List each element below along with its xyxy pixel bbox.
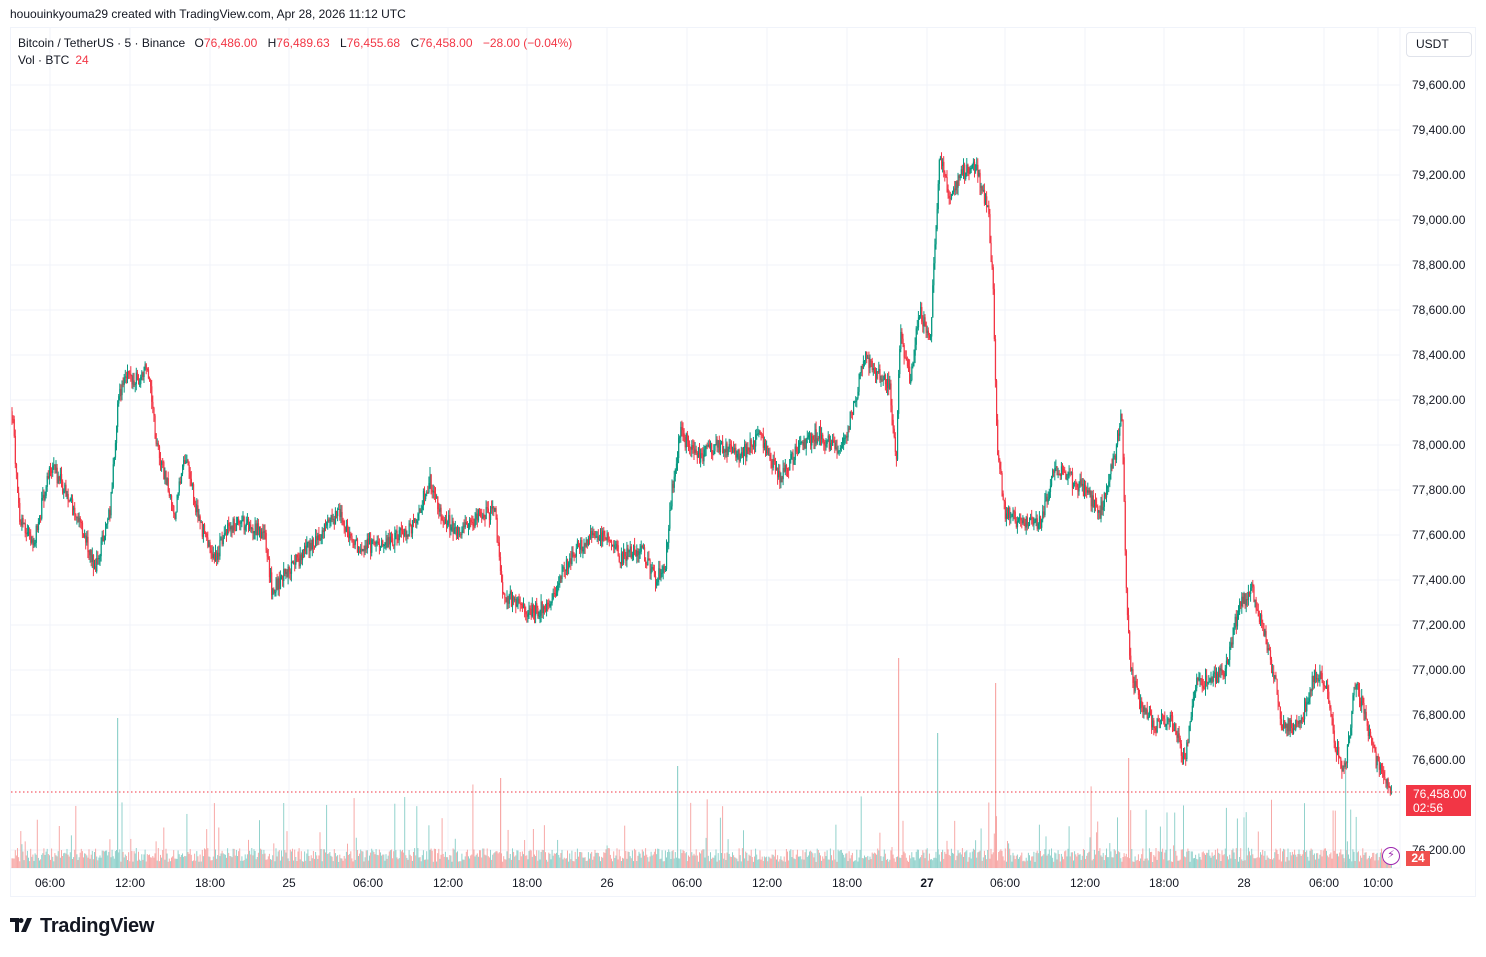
price-tick-label: 79,600.00 [1412,78,1466,92]
time-tick-label: 26 [600,876,614,890]
price-tick-label: 78,600.00 [1412,303,1466,317]
time-tick-label: 18:00 [511,876,543,890]
high-value: 76,489.63 [276,36,330,50]
chart-legend: Bitcoin / TetherUS · 5 · Binance O76,486… [18,35,579,69]
time-tick-label: 06:00 [352,876,384,890]
open-value: 76,486.00 [203,36,258,50]
time-tick-label: 10:00 [1362,876,1394,890]
time-tick-label: 25 [282,876,296,890]
time-tick-label: 06:00 [671,876,703,890]
symbol-label[interactable]: Bitcoin / TetherUS · 5 · Binance [18,36,186,50]
volume-row: Vol · BTC 24 [18,52,579,69]
lightning-icon[interactable]: ⚡ [1382,847,1400,865]
open-label: O [194,36,204,50]
low-label: L [340,36,347,50]
tradingview-wordmark: TradingView [40,915,155,937]
last-price-value: 76,458.00 [1413,787,1467,801]
price-tick-label: 78,400.00 [1412,348,1466,362]
price-tick-label: 76,600.00 [1412,753,1466,767]
candle-countdown: 02:56 [1413,801,1444,815]
price-tick-label: 76,800.00 [1412,708,1466,722]
price-tick-label: 79,400.00 [1412,123,1466,137]
volume-label[interactable]: Vol · BTC [18,53,70,67]
price-tick-label: 78,800.00 [1412,258,1466,272]
close-label: C [410,36,420,50]
low-value: 76,455.68 [346,36,401,50]
time-tick-label: 12:00 [751,876,783,890]
time-tick-label: 27 [920,876,934,890]
time-tick-label: 18:00 [831,876,863,890]
tradingview-logo[interactable]: TradingView [10,915,154,938]
price-tick-label: 77,600.00 [1412,528,1466,542]
price-tick-label: 79,000.00 [1412,213,1466,227]
price-tick-label: 79,200.00 [1412,168,1466,182]
time-tick-label: 18:00 [194,876,226,890]
time-tick-label: 06:00 [989,876,1021,890]
price-tick-label: 78,200.00 [1412,393,1466,407]
price-tick-label: 77,800.00 [1412,483,1466,497]
time-tick-label: 12:00 [1069,876,1101,890]
change-value: −28.00 (−0.04%) [482,36,573,50]
close-value: 76,458.00 [419,36,473,50]
price-tick-label: 77,200.00 [1412,618,1466,632]
time-tick-label: 18:00 [1148,876,1180,890]
time-tick-label: 06:00 [1308,876,1340,890]
volume-tag: 24 [1406,851,1430,866]
currency-button[interactable]: USDT [1406,32,1472,57]
high-label: H [267,36,277,50]
attribution-text: hououinkyouma29 created with TradingView… [10,7,406,21]
last-price-tag: 76,458.00 02:56 [1406,785,1471,816]
tradingview-mark-icon [10,915,34,938]
ohlc-row: Bitcoin / TetherUS · 5 · Binance O76,486… [18,35,579,52]
time-tick-label: 28 [1237,876,1251,890]
volume-value: 24 [75,53,89,67]
price-tick-label: 78,000.00 [1412,438,1466,452]
price-tick-label: 77,000.00 [1412,663,1466,677]
time-tick-label: 12:00 [114,876,146,890]
price-tick-label: 77,400.00 [1412,573,1466,587]
time-tick-label: 12:00 [432,876,464,890]
time-tick-label: 06:00 [34,876,66,890]
